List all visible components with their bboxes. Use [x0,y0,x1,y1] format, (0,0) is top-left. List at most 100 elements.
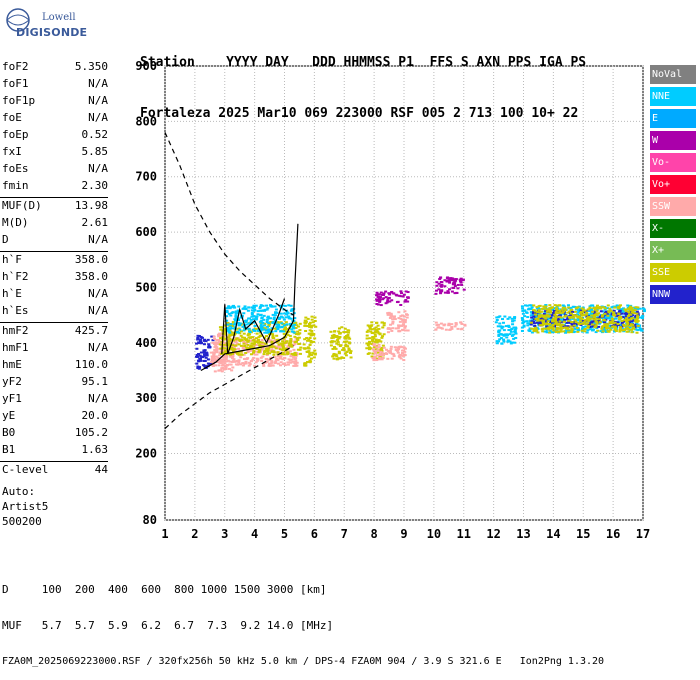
data-point [446,291,450,294]
data-point [632,325,636,328]
data-point [523,309,527,312]
data-point [562,310,566,313]
data-point [287,344,291,347]
data-point [389,312,393,315]
data-point [460,283,464,286]
data-point [396,300,400,303]
data-point [459,281,463,284]
data-point [329,344,333,347]
data-point [398,355,402,358]
data-point [595,309,599,312]
data-point [277,346,281,349]
data-point [254,361,258,364]
data-point [530,320,534,323]
data-point [346,329,350,332]
data-point [536,319,540,322]
data-point [303,324,307,327]
data-point [575,323,579,326]
data-point [616,306,620,309]
param-row: hmF1 N/A [0,341,112,358]
data-point [381,335,385,338]
data-point [262,309,266,312]
data-point [196,355,200,358]
data-point [399,345,403,348]
data-point [388,328,392,331]
data-point [293,323,297,326]
data-point [635,331,639,334]
data-point [609,309,613,312]
data-point [634,306,638,309]
data-point [555,326,559,329]
data-point [274,308,278,311]
data-point [252,342,256,345]
data-point [636,306,640,309]
data-point [344,337,348,340]
data-point [314,325,318,328]
param-row: B0 105.2 [0,426,112,443]
data-point [342,331,346,334]
data-point [636,324,640,327]
data-point [294,357,298,360]
param-value: 358.0 [74,270,108,283]
data-point [373,346,377,349]
x-tick-label: 17 [636,527,650,541]
data-point [245,338,249,341]
data-point [575,315,579,318]
data-point [218,334,222,337]
data-point [535,328,539,331]
data-point [615,304,619,307]
data-point [558,327,562,330]
data-point [574,307,578,310]
data-point [439,289,443,292]
data-point [401,323,405,326]
param-row: foF1p N/A [0,94,112,111]
data-point [520,326,524,329]
data-point [246,347,250,350]
data-point [202,355,206,358]
data-point [386,299,390,302]
data-point [252,309,256,312]
data-point [585,331,589,334]
data-point [234,312,238,315]
data-point [548,307,552,310]
data-point [388,350,392,353]
data-point [541,330,545,333]
data-point [346,331,350,334]
data-point [242,312,246,315]
data-point [514,327,518,330]
data-point [215,348,219,351]
dashed-trace-upper [164,132,294,316]
data-point [307,355,311,358]
data-point [611,326,615,329]
data-point [624,316,628,319]
data-point [231,331,235,334]
data-point [267,322,271,325]
data-point [195,362,199,365]
param-key: hmE [2,358,22,371]
data-point [607,311,611,314]
data-point [296,338,300,341]
data-point [555,308,559,311]
data-point [633,323,637,326]
data-point [620,312,624,315]
data-point [254,318,258,321]
data-point [556,317,560,320]
data-point [637,328,641,331]
data-point [217,340,221,343]
param-value: N/A [88,94,108,107]
data-point [249,318,253,321]
data-point [399,303,403,306]
data-point [530,327,534,330]
data-point [276,351,280,354]
data-point [207,343,211,346]
data-point [463,324,467,327]
data-point [633,318,637,321]
data-point [276,321,280,324]
data-point [230,338,234,341]
data-point [520,305,524,308]
data-point [369,330,373,333]
data-point [406,296,410,299]
data-point [290,308,294,311]
data-point [223,331,227,334]
data-point [397,294,401,297]
